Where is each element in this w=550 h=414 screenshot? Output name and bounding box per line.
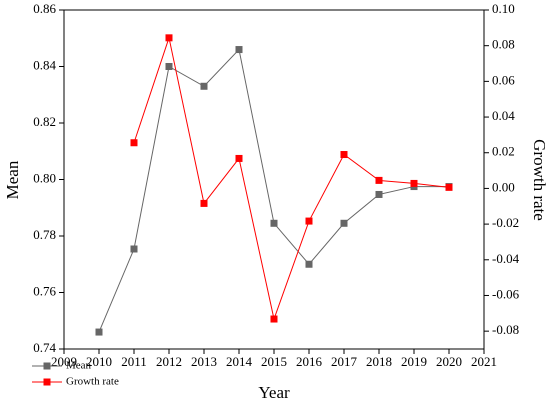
- y2-tick-label: -0.02: [492, 215, 519, 230]
- y2-tick-label: 0.06: [492, 72, 515, 87]
- x-tick-label: 2014: [226, 354, 253, 369]
- point-marker: [200, 82, 208, 90]
- y2-tick-label: -0.04: [492, 251, 520, 266]
- y2-tick-label: 0.02: [492, 144, 515, 159]
- point-marker: [305, 217, 313, 225]
- point-marker: [165, 34, 173, 42]
- point-marker: [340, 151, 348, 159]
- legend-marker: [43, 378, 51, 386]
- y2-tick-label: 0.04: [492, 108, 515, 123]
- point-marker: [95, 328, 103, 336]
- legend-marker: [43, 362, 51, 370]
- x-tick-label: 2019: [401, 354, 427, 369]
- x-tick-label: 2009: [51, 354, 77, 369]
- x-tick-label: 2010: [86, 354, 112, 369]
- x-tick-label: 2013: [191, 354, 217, 369]
- point-marker: [235, 154, 243, 162]
- y-axis-title: Mean: [3, 160, 22, 199]
- y-tick-label: 0.80: [33, 170, 56, 185]
- legend-label: Mean: [66, 360, 92, 372]
- plot-frame: [63, 9, 485, 350]
- point-marker: [410, 179, 418, 187]
- point-marker: [165, 63, 173, 70]
- y-tick-label: 0.74: [33, 340, 56, 355]
- point-marker: [270, 219, 278, 227]
- point-marker: [375, 190, 383, 198]
- point-marker: [340, 219, 348, 227]
- point-marker: [130, 139, 138, 147]
- point-marker: [445, 183, 453, 191]
- point-marker: [235, 46, 243, 54]
- y-tick-label: 0.84: [33, 57, 56, 72]
- x-axis-title: Year: [258, 383, 290, 402]
- y-tick-label: 0.82: [33, 114, 56, 129]
- x-tick-label: 2018: [366, 354, 392, 369]
- x-tick-label: 2021: [471, 354, 497, 369]
- series-line: [133, 35, 450, 321]
- x-tick-label: 2015: [261, 354, 287, 369]
- x-tick-label: 2017: [331, 354, 358, 369]
- y2-tick-label: 0.08: [492, 37, 515, 52]
- y2-tick-label: -0.06: [492, 286, 520, 301]
- y-tick-label: 0.86: [33, 1, 56, 16]
- y2-axis-title: Growth rate: [530, 139, 549, 221]
- point-marker: [200, 199, 208, 207]
- y-tick-label: 0.76: [33, 283, 56, 298]
- y2-tick-label: 0.00: [492, 179, 515, 194]
- legend-label: Growth rate: [66, 376, 119, 388]
- point-marker: [375, 176, 383, 184]
- x-tick-label: 2012: [156, 354, 182, 369]
- x-tick-label: 2020: [436, 354, 462, 369]
- y2-tick-label: 0.10: [492, 1, 515, 16]
- point-marker: [130, 245, 138, 253]
- series-line: [98, 48, 449, 333]
- point-marker: [270, 315, 278, 323]
- point-marker: [305, 260, 313, 268]
- x-tick-label: 2016: [296, 354, 323, 369]
- y2-tick-label: -0.08: [492, 322, 519, 337]
- y-tick-label: 0.78: [33, 227, 56, 242]
- x-tick-label: 2011: [121, 354, 147, 369]
